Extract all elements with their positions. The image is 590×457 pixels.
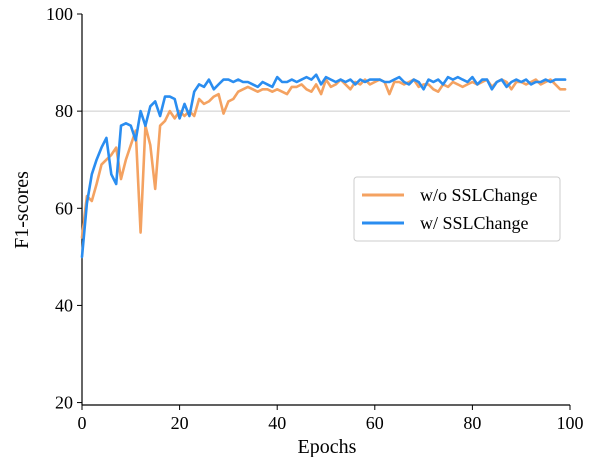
y-tick-label: 100 — [46, 4, 73, 24]
x-tick-label: 100 — [557, 413, 584, 433]
x-tick-label: 20 — [171, 413, 189, 433]
legend-label-w-sslchange: w/ SSLChange — [420, 213, 529, 233]
legend-label-wo-sslchange: w/o SSLChange — [420, 185, 538, 205]
x-tick-label: 40 — [268, 413, 286, 433]
legend-box — [353, 176, 561, 242]
x-tick-label: 80 — [463, 413, 481, 433]
y-tick-label: 40 — [55, 295, 73, 315]
series-group — [80, 73, 567, 259]
x-tick-label: 0 — [78, 413, 87, 433]
y-axis-label: F1-scores — [11, 171, 33, 249]
x-tick-label: 60 — [366, 413, 384, 433]
y-tick-label: 20 — [55, 393, 73, 413]
legend: w/o SSLChange w/ SSLChange — [353, 176, 561, 242]
y-ticks: 20 40 60 80 100 — [46, 4, 82, 413]
series-line-w-sslchange — [80, 73, 567, 259]
x-ticks: 0 20 40 60 80 100 — [78, 405, 584, 433]
x-axis-label: Epochs — [298, 436, 357, 457]
axes-group — [81, 14, 570, 406]
y-tick-label: 80 — [55, 101, 73, 121]
y-tick-label: 60 — [55, 198, 73, 218]
